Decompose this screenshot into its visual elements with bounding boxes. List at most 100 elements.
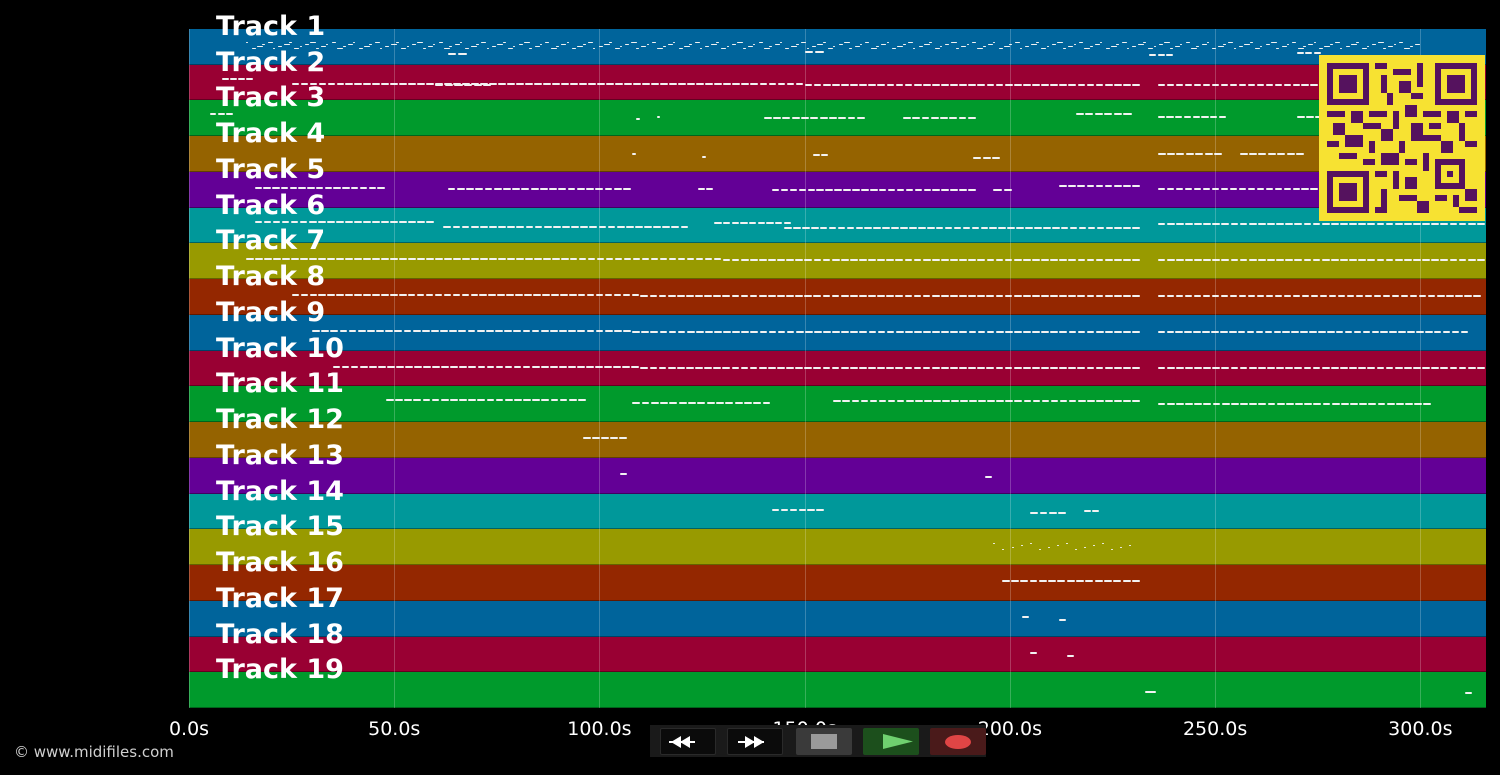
track-lane[interactable] [189, 565, 1486, 601]
note-mark [1309, 330, 1317, 333]
note-mark [1212, 48, 1217, 50]
track-lane[interactable] [189, 386, 1486, 423]
note-mark [923, 188, 932, 191]
note-mark [381, 82, 390, 85]
note-mark [586, 365, 594, 368]
note-mark [777, 295, 785, 298]
note-mark [1358, 366, 1367, 369]
track-lane[interactable] [189, 529, 1486, 566]
note-mark [731, 366, 740, 369]
track-lane[interactable] [189, 64, 1486, 101]
note-mark [1203, 259, 1211, 262]
play-button[interactable] [863, 728, 919, 755]
track-lane[interactable] [189, 100, 1486, 137]
track-lane[interactable] [189, 136, 1486, 172]
qr-code[interactable] [1319, 55, 1485, 221]
track-lane[interactable] [189, 636, 1486, 673]
note-mark [1004, 295, 1013, 298]
note-mark [1335, 330, 1344, 333]
track-lane[interactable] [189, 493, 1486, 530]
note-mark [568, 294, 577, 297]
note-mark [390, 220, 398, 223]
track-lane[interactable] [189, 350, 1486, 387]
note-mark [1445, 295, 1454, 298]
note-mark [545, 42, 550, 44]
note-mark [414, 365, 422, 368]
track-lane[interactable] [189, 672, 1486, 708]
track-lane[interactable] [189, 243, 1486, 280]
note-mark [300, 294, 309, 297]
note-mark [549, 187, 557, 190]
stop-button[interactable] [796, 728, 852, 755]
note-mark [725, 402, 734, 405]
track-lane[interactable] [189, 29, 1486, 65]
note-mark [801, 226, 810, 229]
note-mark [1004, 366, 1013, 369]
track-lane[interactable] [189, 457, 1486, 494]
note-mark [641, 258, 650, 261]
note-mark [422, 399, 431, 402]
note-mark [922, 366, 931, 369]
note-mark [1267, 366, 1275, 369]
track-lane[interactable] [189, 314, 1486, 351]
note-mark [561, 44, 567, 46]
note-mark [1095, 400, 1104, 403]
note-mark [743, 402, 752, 405]
note-mark [887, 400, 896, 403]
track-lane[interactable] [189, 422, 1486, 458]
note-mark [596, 82, 605, 85]
note-mark [1364, 295, 1373, 298]
track-lane[interactable] [189, 600, 1486, 637]
note-mark [705, 82, 713, 85]
track-lane[interactable] [189, 279, 1486, 315]
note-mark [1274, 83, 1283, 86]
note-mark [1237, 330, 1246, 333]
note-mark [782, 117, 791, 120]
note-mark [385, 46, 390, 48]
note-mark [695, 258, 704, 261]
note-mark [861, 188, 869, 191]
record-button[interactable] [930, 728, 986, 755]
note-mark [1036, 42, 1040, 44]
note-mark [721, 48, 727, 50]
note-mark [842, 400, 851, 403]
note-mark [1157, 116, 1166, 119]
time-tick-label: 100.0s [567, 718, 632, 740]
note-mark [598, 46, 603, 48]
note-mark [379, 48, 382, 50]
note-mark [1157, 153, 1166, 156]
note-mark [959, 188, 967, 191]
copyright-text[interactable]: © www.midifiles.com [14, 743, 174, 761]
note-mark [390, 82, 398, 85]
note-mark [640, 366, 649, 369]
note-mark [1249, 153, 1258, 156]
note-mark [860, 400, 869, 403]
note-mark [1212, 403, 1221, 406]
note-mark [993, 42, 996, 44]
track-lane[interactable] [189, 207, 1486, 244]
note-mark [1276, 366, 1284, 369]
note-mark [479, 225, 488, 228]
fast-forward-button[interactable] [727, 728, 783, 755]
note-mark [1413, 259, 1421, 262]
note-mark [1104, 330, 1113, 333]
note-mark [336, 294, 344, 297]
note-mark [941, 83, 949, 86]
note-mark [399, 258, 407, 261]
note-mark [813, 259, 822, 262]
note-mark [1166, 403, 1175, 406]
note-mark [1294, 259, 1303, 262]
rewind-button[interactable] [660, 728, 716, 755]
note-mark [767, 295, 776, 298]
note-mark [1436, 295, 1445, 298]
track-lane[interactable] [189, 171, 1486, 208]
note-mark [327, 258, 335, 261]
note-mark [722, 295, 731, 298]
note-mark [1137, 44, 1144, 46]
note-mark [1113, 113, 1122, 116]
note-mark [967, 117, 976, 120]
note-mark [986, 83, 995, 86]
note-mark [363, 82, 372, 85]
note-mark [562, 225, 570, 228]
piano-roll-plot[interactable] [189, 29, 1486, 708]
